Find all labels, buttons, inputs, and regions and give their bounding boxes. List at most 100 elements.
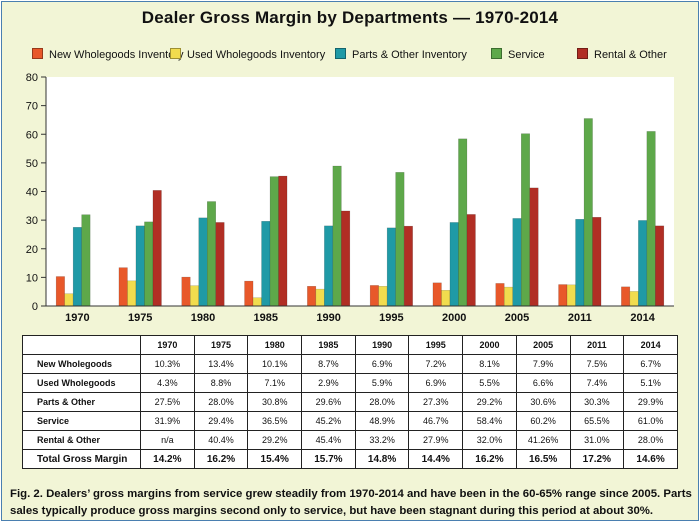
y-tick-label: 30	[26, 215, 38, 227]
bar-used-wholegoods	[252, 297, 262, 307]
table-cell: 7.5%	[569, 354, 625, 374]
y-tick-label: 10	[26, 272, 38, 284]
table-cell: 5.9%	[354, 373, 410, 393]
bar-service	[332, 165, 342, 307]
bar-service	[207, 201, 216, 307]
bar-used-wholegoods	[190, 285, 199, 307]
table-cell: 29.4%	[193, 411, 249, 431]
bar-service	[144, 221, 154, 307]
table-cell: 6.9%	[408, 373, 464, 393]
table-cell: n/a	[140, 430, 195, 450]
table-row-label: Used Wholegoods	[22, 373, 141, 393]
table-cell: 15.4%	[247, 449, 303, 469]
bar-service	[81, 214, 91, 307]
legend-swatch-service	[491, 48, 502, 59]
table-cell: 6.9%	[354, 354, 410, 374]
table-header-cell	[22, 335, 141, 355]
table-cell: 17.2%	[569, 449, 625, 469]
x-tick-label: 1975	[128, 312, 152, 324]
table-header-cell: 2011	[569, 335, 625, 355]
table-header-cell: 1970	[140, 335, 195, 355]
table-cell: 10.3%	[140, 354, 195, 374]
bar-new-wholegoods	[55, 276, 65, 307]
bar-new-wholegoods	[118, 267, 128, 307]
y-tick-label: 0	[32, 301, 38, 313]
bar-parts-other	[386, 227, 396, 307]
bar-parts-other	[261, 221, 271, 307]
y-tick-label: 50	[26, 158, 38, 170]
bar-rental-other	[152, 190, 162, 307]
table-cell: 29.6%	[301, 392, 356, 412]
legend-item-used-wholegoods: Used Wholegoods Inventory	[170, 48, 325, 61]
table-cell: 8.7%	[301, 354, 356, 374]
bar-new-wholegoods	[432, 282, 442, 307]
table-cell: 60.2%	[515, 411, 571, 431]
table-cell: 27.5%	[140, 392, 195, 412]
bar-rental-other	[529, 187, 539, 307]
y-tick-label: 70	[26, 101, 38, 113]
bar-new-wholegoods	[181, 276, 191, 307]
bar-rental-other	[592, 217, 602, 307]
table-cell: 14.4%	[408, 449, 464, 469]
table-row: Total Gross Margin 14.2% 16.2% 15.4% 15.7% 14…	[22, 449, 678, 469]
table-cell: 30.8%	[247, 392, 303, 412]
table-cell: 27.3%	[408, 392, 464, 412]
table-header-cell: 2005	[515, 335, 571, 355]
table-row: Parts & Other 27.5% 28.0% 30.8% 29.6% 28.0% 27…	[22, 392, 678, 412]
bar-rental-other	[341, 210, 351, 307]
chart-legend: New Wholegoods Inventory Used Wholegoods …	[32, 48, 692, 64]
table-cell: 45.2%	[301, 411, 356, 431]
table-cell: 16.2%	[193, 449, 249, 469]
bar-used-wholegoods	[127, 280, 137, 307]
bar-new-wholegoods	[621, 286, 631, 307]
table-row: Used Wholegoods 4.3% 8.8% 7.1% 2.9% 5.9% 6.9% 5…	[22, 373, 678, 393]
bar-service	[269, 176, 279, 307]
table-cell: 14.6%	[623, 449, 678, 469]
x-tick-label: 1985	[254, 312, 278, 324]
data-table: 1970 1975 1980 1985 1990 1995 2000 2005 2011 2014…	[22, 335, 678, 469]
table-cell: 30.3%	[569, 392, 625, 412]
table-cell: 48.9%	[354, 411, 410, 431]
bar-rental-other	[655, 225, 665, 307]
table-header-cell: 1995	[408, 335, 464, 355]
table-row: Service 31.9% 29.4% 36.5% 45.2% 48.9% 46.7% 58.…	[22, 411, 678, 431]
table-cell: 61.0%	[623, 411, 678, 431]
bar-new-wholegoods	[369, 285, 379, 307]
table-header-row: 1970 1975 1980 1985 1990 1995 2000 2005 2011 2014	[22, 335, 678, 355]
bar-parts-other	[324, 225, 334, 307]
table-header-cell: 2014	[623, 335, 678, 355]
table-cell: 41.26%	[515, 430, 571, 450]
bar-used-wholegoods	[315, 288, 325, 307]
bar-used-wholegoods	[629, 291, 639, 307]
x-tick-label: 1970	[65, 312, 89, 324]
table-cell: 7.4%	[569, 373, 625, 393]
y-tick-label: 40	[26, 187, 38, 199]
bar-service	[646, 131, 656, 307]
table-cell: 6.7%	[623, 354, 678, 374]
bar-new-wholegoods	[558, 284, 568, 307]
table-row-label: Parts & Other	[22, 392, 141, 412]
y-tick-label: 60	[26, 129, 38, 141]
x-tick-label: 2005	[505, 312, 529, 324]
x-tick-label: 1995	[379, 312, 403, 324]
table-cell: 7.1%	[247, 373, 303, 393]
table-header-cell: 1990	[354, 335, 410, 355]
table-cell: 28.0%	[354, 392, 410, 412]
bar-new-wholegoods	[495, 283, 505, 307]
bar-service	[458, 138, 468, 307]
bar-service	[395, 172, 405, 307]
legend-label-used-wholegoods: Used Wholegoods Inventory	[187, 49, 326, 61]
table-cell: 10.1%	[247, 354, 303, 374]
table-cell: 7.2%	[408, 354, 464, 374]
legend-label-rental-other: Rental & Other	[594, 49, 667, 61]
x-tick-label: 1980	[191, 312, 215, 324]
bar-rental-other	[215, 222, 225, 307]
bar-parts-other	[512, 218, 522, 307]
bar-used-wholegoods	[64, 293, 74, 307]
table-cell: 2.9%	[301, 373, 356, 393]
table-cell: 36.5%	[247, 411, 303, 431]
legend-swatch-parts-other	[335, 48, 346, 59]
table-header-cell: 1985	[301, 335, 356, 355]
table-cell: 14.2%	[140, 449, 195, 469]
